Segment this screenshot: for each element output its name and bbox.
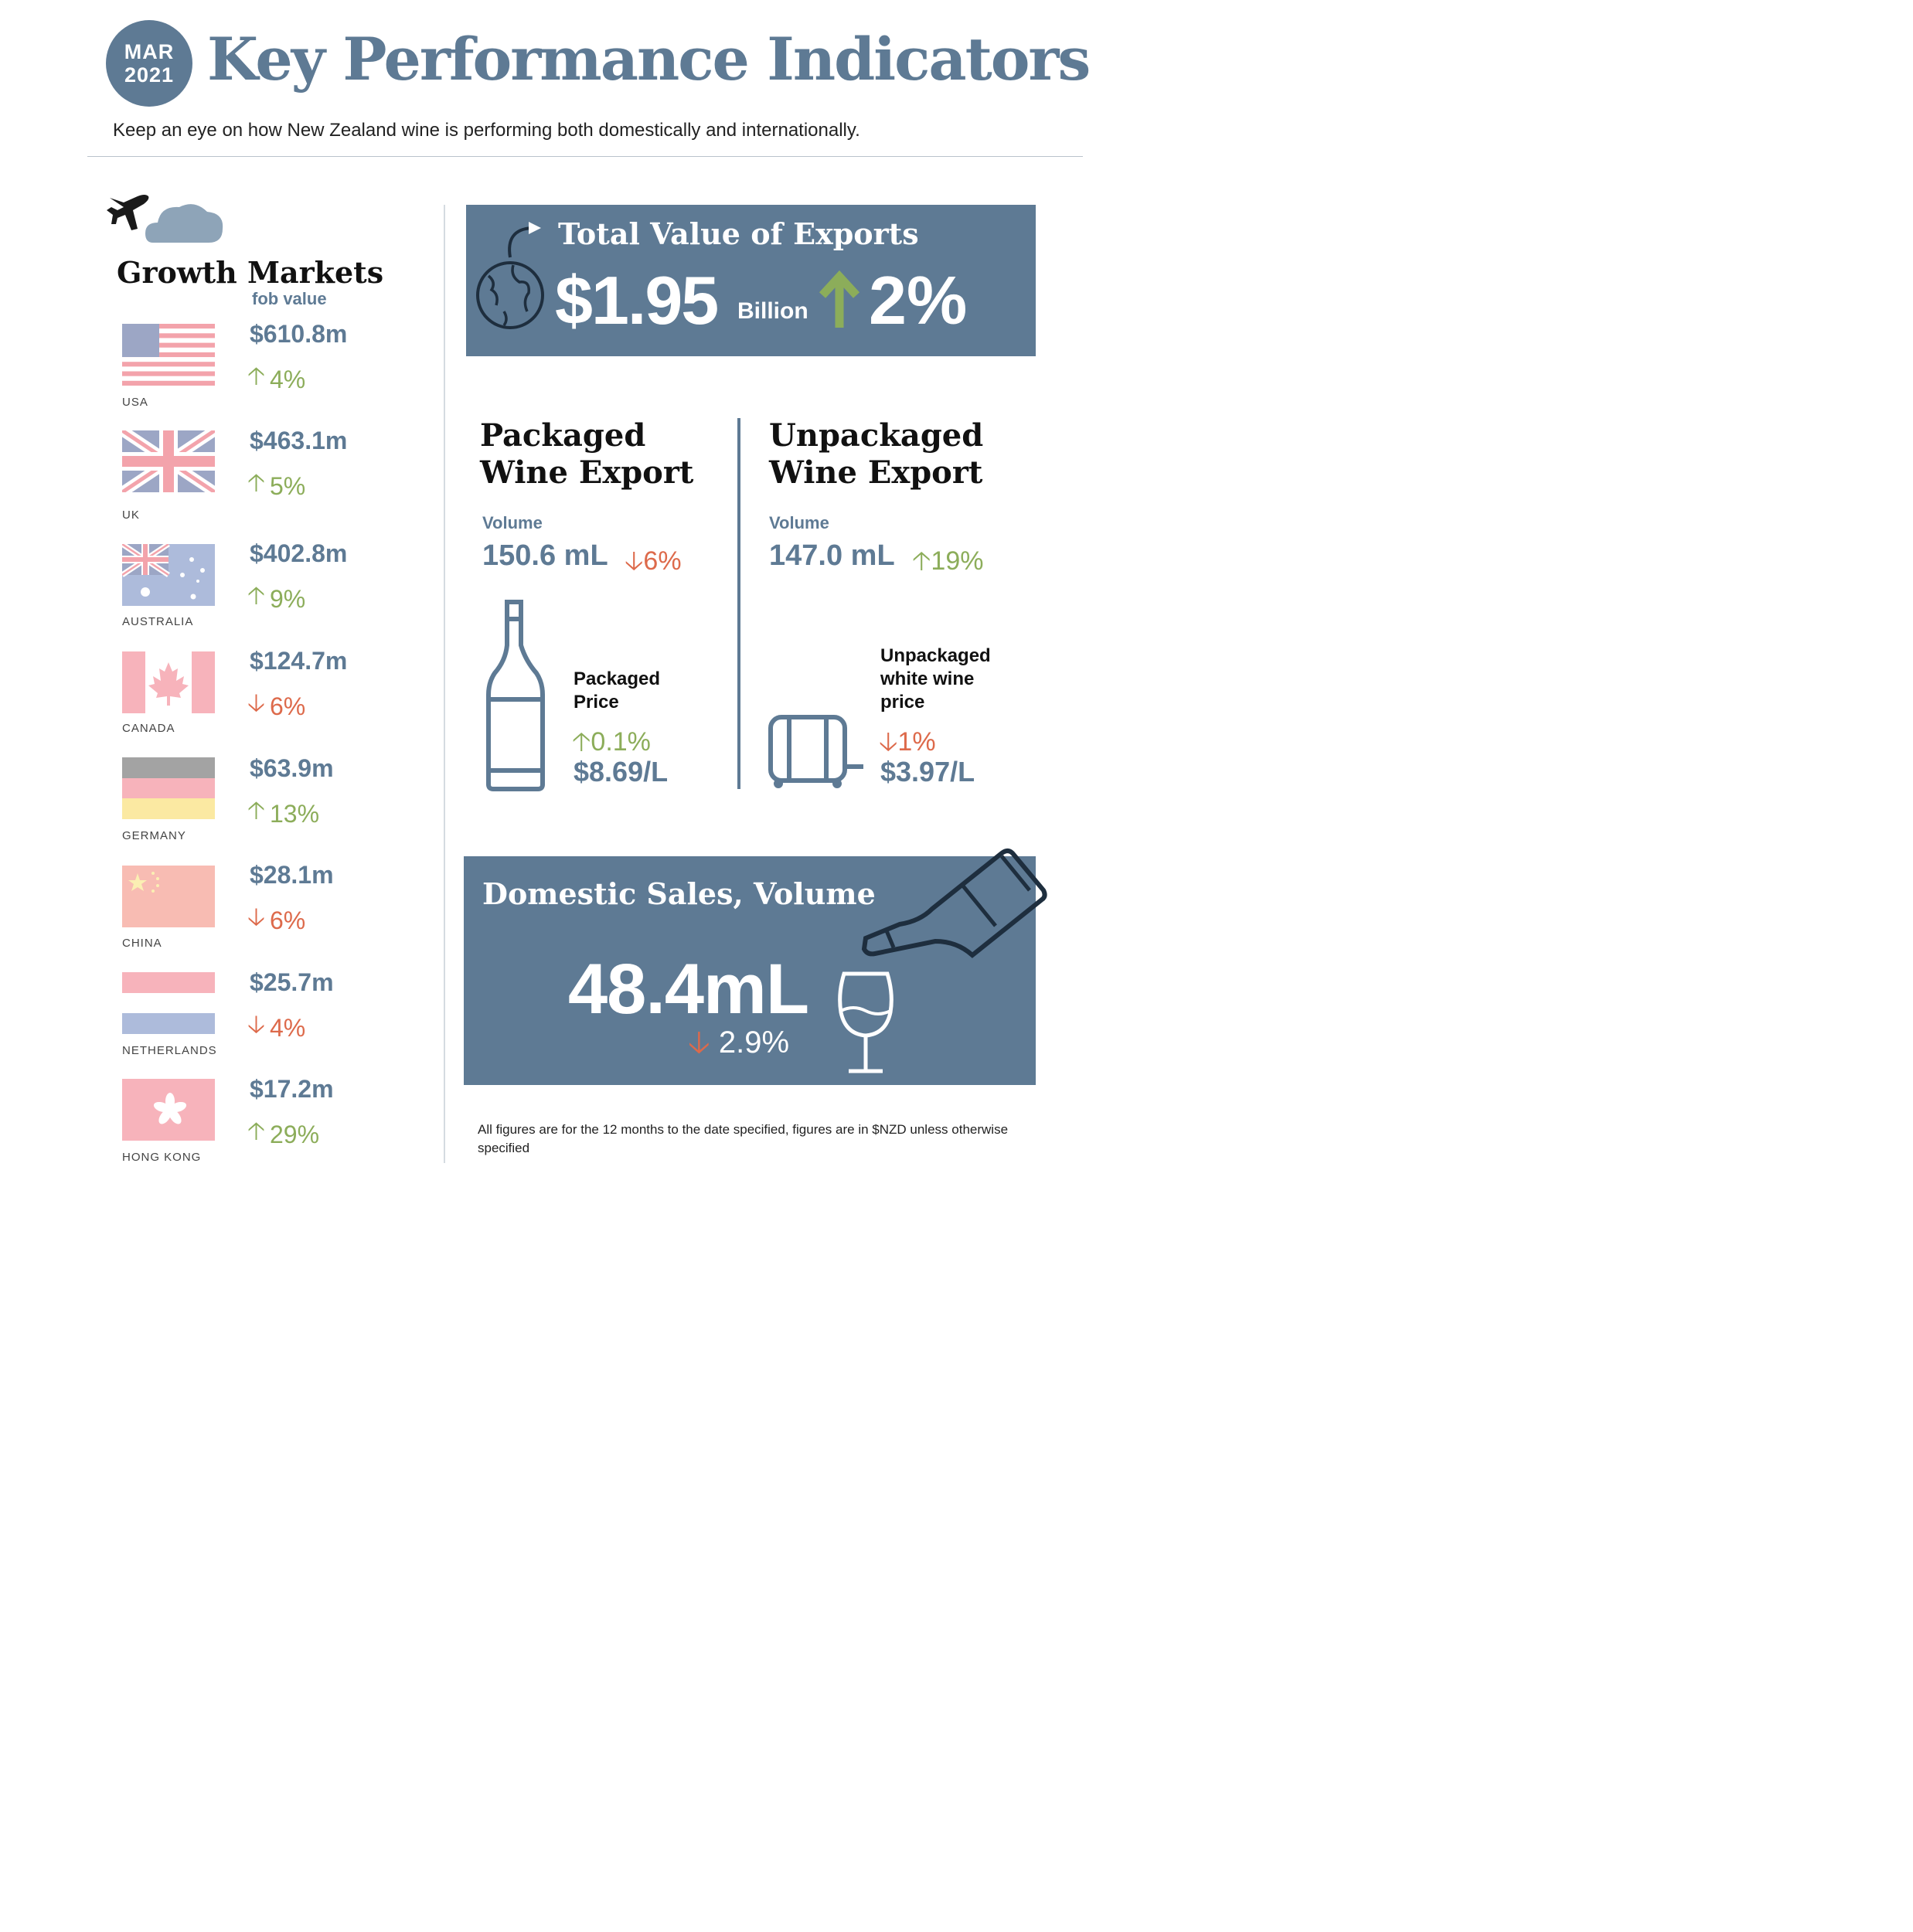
- market-change: 🡡 4%: [247, 359, 305, 400]
- market-change: 🡣 6%: [247, 900, 305, 941]
- packaged-volume-change: 🡣6%: [625, 546, 682, 576]
- country-name: CANADA: [122, 722, 175, 735]
- packaged-title: Packaged Wine Export: [480, 417, 694, 491]
- australia-flag-icon: [122, 544, 215, 606]
- pouring-bottle-icon: [861, 849, 1047, 958]
- barrel-icon: [768, 715, 863, 788]
- packaged-price-change: 🡡0.1%: [572, 727, 651, 757]
- arrow-up-icon: 🡡: [247, 468, 265, 496]
- badge-year: 2021: [124, 63, 175, 87]
- arrow-up-icon: 🡡: [912, 546, 931, 576]
- total-exports-unit: Billion: [737, 298, 808, 324]
- packaged-price-value: $8.69/L: [574, 756, 669, 787]
- country-name: CHINA: [122, 937, 162, 950]
- market-change: 🡡 5%: [247, 465, 305, 507]
- usa-flag-icon: [122, 324, 215, 386]
- arrow-down-icon: 🡣: [247, 903, 265, 930]
- arrow-up-icon: 🡡: [247, 581, 265, 609]
- market-change: 🡡 29%: [247, 1114, 319, 1155]
- germany-flag-icon: [122, 757, 215, 819]
- country-name: GERMANY: [122, 829, 186, 842]
- arrow-up-icon: 🡡: [247, 1117, 265, 1145]
- domestic-sales-panel: [464, 856, 1036, 1085]
- footnote: All figures are for the 12 months to the…: [478, 1122, 1009, 1155]
- arrow-down-icon: 🡣: [625, 546, 644, 576]
- page-title: Key Performance Indicators: [207, 25, 1091, 94]
- country-name: USA: [122, 396, 148, 409]
- unpackaged-price-change: 🡣1%: [879, 727, 936, 757]
- unpackaged-volume-label: Volume: [769, 513, 829, 532]
- badge-month: MAR: [124, 40, 175, 63]
- market-value: $28.1m: [250, 861, 334, 889]
- plane-cloud-icon: [107, 195, 223, 243]
- hong-kong-flag-icon: [122, 1079, 215, 1141]
- market-change: 🡣 6%: [247, 685, 305, 727]
- market-value: $25.7m: [250, 968, 334, 996]
- market-change: 🡡 13%: [247, 793, 319, 835]
- china-flag-icon: [122, 866, 215, 927]
- canada-flag-icon: [122, 651, 215, 713]
- market-value: $402.8m: [250, 539, 348, 567]
- arrow-down-icon: 🡣: [247, 1010, 265, 1038]
- total-exports-change: 2%: [869, 262, 968, 338]
- market-value: $463.1m: [250, 427, 348, 454]
- country-name: NETHERLANDS: [122, 1044, 217, 1057]
- page-subtitle: Keep an eye on how New Zealand wine is p…: [113, 120, 860, 141]
- header-divider: [87, 156, 1083, 157]
- market-value: $17.2m: [250, 1075, 334, 1103]
- market-value: $124.7m: [250, 647, 348, 675]
- country-name: AUSTRALIA: [122, 615, 194, 628]
- domestic-sales-value: 48.4mL: [568, 950, 809, 1029]
- date-badge: MAR 2021: [106, 20, 192, 107]
- uk-flag-icon: [122, 430, 215, 492]
- unpackaged-title: Unpackaged Wine Export: [769, 417, 984, 491]
- unpackaged-volume-value: 147.0 mL: [769, 539, 895, 572]
- arrow-up-icon: [819, 270, 860, 328]
- arrow-down-icon: 🡣: [879, 727, 898, 757]
- market-change: 🡡 9%: [247, 578, 305, 620]
- domestic-sales-change: 🡣 2.9%: [688, 1026, 790, 1060]
- globe-export-icon: [476, 222, 544, 329]
- unpackaged-volume-change: 🡡19%: [912, 546, 984, 576]
- arrow-down-icon: 🡣: [688, 1026, 710, 1060]
- packaged-volume-label: Volume: [482, 513, 543, 532]
- arrow-up-icon: 🡡: [572, 727, 591, 757]
- country-name: UK: [122, 509, 140, 522]
- packaged-unpackaged-divider: [737, 418, 740, 789]
- unpackaged-price-label: Unpackaged white wine price: [880, 645, 991, 713]
- packaged-price-label: Packaged Price: [574, 668, 661, 713]
- unpackaged-price-value: $3.97/L: [880, 756, 975, 787]
- packaged-volume-value: 150.6 mL: [482, 539, 608, 572]
- growth-markets-subtitle: fob value: [252, 289, 327, 308]
- wine-bottle-icon: [486, 600, 545, 791]
- wine-glass-icon: [838, 971, 894, 1073]
- arrow-up-icon: 🡡: [247, 362, 265, 389]
- market-value: $63.9m: [250, 754, 334, 782]
- netherlands-flag-icon: [122, 972, 215, 1034]
- growth-markets-title: Growth Markets: [117, 255, 384, 290]
- total-exports-panel: [466, 205, 1036, 356]
- total-exports-value: $1.95: [555, 262, 719, 338]
- domestic-sales-title: Domestic Sales, Volume: [482, 876, 876, 911]
- total-exports-title: Total Value of Exports: [558, 216, 919, 251]
- market-change: 🡣 4%: [247, 1007, 305, 1049]
- country-name: HONG KONG: [122, 1151, 202, 1164]
- arrow-up-icon: 🡡: [247, 796, 265, 824]
- market-value: $610.8m: [250, 320, 348, 348]
- column-divider: [444, 205, 445, 1163]
- arrow-down-icon: 🡣: [247, 689, 265, 716]
